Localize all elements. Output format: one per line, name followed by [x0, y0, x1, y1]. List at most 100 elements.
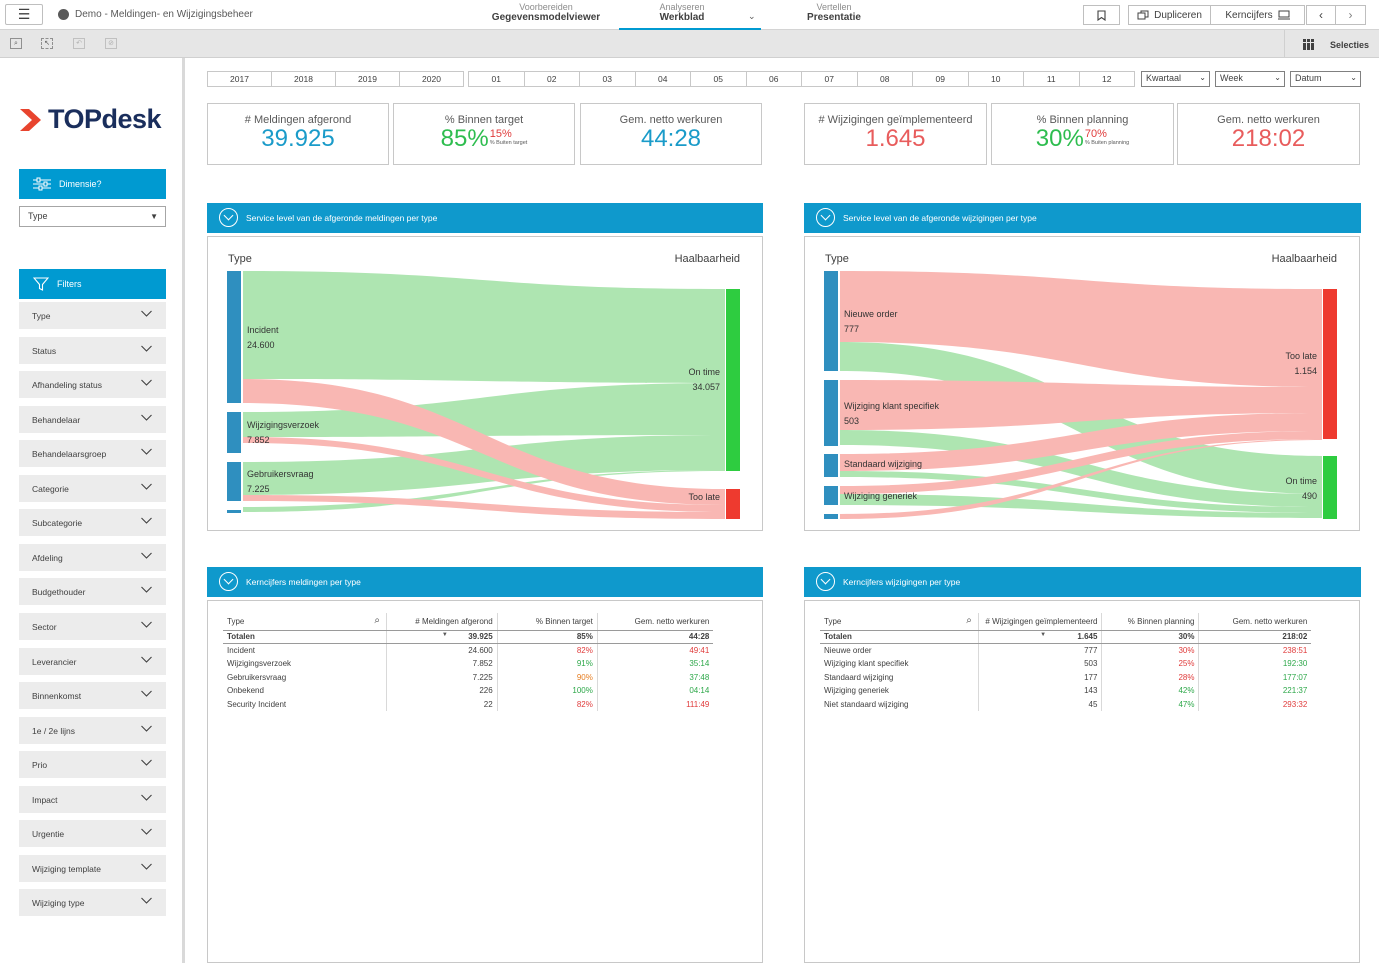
table-row[interactable]: Onbekend 226 100% 04:14 — [223, 684, 745, 698]
column-header[interactable]: % Binnen planning — [1101, 613, 1200, 631]
hamburger-menu-button[interactable]: ☰ — [5, 4, 43, 25]
filter-item[interactable]: Budgethouder — [19, 578, 166, 606]
year-cell[interactable]: 2018 — [271, 71, 336, 87]
column-header[interactable]: # Wijzigingen geïmplementeerd ▼ — [978, 613, 1103, 638]
table-row[interactable]: Wijziging klant specifiek 503 25% 192:30 — [820, 657, 1342, 671]
table-cell: 7.852 — [386, 657, 498, 671]
filter-item[interactable]: Impact — [19, 785, 166, 813]
month-cell[interactable]: 03 — [579, 71, 636, 87]
search-icon[interactable]: ⌕ — [374, 615, 380, 626]
filter-item[interactable]: Behandelaarsgroep — [19, 440, 166, 468]
table-cell: 22 — [386, 697, 498, 711]
sankey-meldingen-panel[interactable]: Type Haalbaarheid Incident 24.600 Wijzigi… — [207, 236, 763, 531]
filter-item[interactable]: Status — [19, 336, 166, 364]
kpi-card[interactable]: Gem. netto werkuren 218:02 — [1177, 103, 1360, 165]
month-cell[interactable]: 02 — [523, 71, 580, 87]
filter-item[interactable]: Wijziging type — [19, 889, 166, 917]
kpi-card[interactable]: Gem. netto werkuren 44:28 — [580, 103, 762, 165]
sankey-wijzigingen-header[interactable]: Service level van de afgeronde wijziging… — [804, 203, 1361, 233]
smart-search-icon[interactable]: ⌕ — [10, 38, 22, 49]
collapse-icon[interactable] — [816, 208, 835, 227]
kerncijfers-meldingen-table[interactable]: Type ⌕ # Meldingen afgerond ▼ % Binnen targe… — [223, 613, 745, 711]
month-cell[interactable]: 12 — [1078, 71, 1135, 87]
filter-item[interactable]: Leverancier — [19, 647, 166, 675]
filter-item[interactable]: Wijziging template — [19, 854, 166, 882]
month-cell[interactable]: 04 — [634, 71, 691, 87]
year-cell[interactable]: 2020 — [399, 71, 464, 87]
kerncijfers-wijzigingen-table[interactable]: Type ⌕ # Wijzigingen geïmplementeerd ▼ % Bin… — [820, 613, 1342, 711]
filter-item[interactable]: Type — [19, 302, 166, 329]
month-cell[interactable]: 11 — [1023, 71, 1080, 87]
chevron-down-icon[interactable]: ⌄ — [748, 11, 756, 21]
month-cell[interactable]: 01 — [468, 71, 525, 87]
month-cell[interactable]: 06 — [745, 71, 802, 87]
filter-item[interactable]: Afdeling — [19, 543, 166, 571]
filters-button[interactable]: Filters — [19, 269, 166, 299]
duplicate-button[interactable]: Dupliceren — [1128, 5, 1211, 25]
filter-item[interactable]: Prio — [19, 751, 166, 779]
filter-item[interactable]: Categorie — [19, 474, 166, 502]
kpi-card[interactable]: % Binnen planning 30% 70%% Buiten planning — [991, 103, 1174, 165]
table-row[interactable]: Security Incident 22 82% 111:49 — [223, 697, 745, 711]
collapse-icon[interactable] — [816, 572, 835, 591]
month-cell[interactable]: 08 — [856, 71, 913, 87]
sankey-meldingen-header[interactable]: Service level van de afgeronde meldingen… — [207, 203, 763, 233]
next-sheet-button[interactable]: › — [1335, 5, 1366, 25]
table-row[interactable]: Wijzigingsverzoek 7.852 91% 35:14 — [223, 657, 745, 671]
month-cell[interactable]: 09 — [912, 71, 969, 87]
kerncijfers-button[interactable]: Kerncijfers — [1210, 5, 1305, 25]
table-row[interactable]: Niet standaard wijziging 45 47% 293:32 — [820, 697, 1342, 711]
dimension-dropdown[interactable]: Type ▼ — [19, 206, 166, 227]
filter-item[interactable]: Subcategorie — [19, 509, 166, 537]
selection-lasso-icon[interactable]: ↖ — [41, 38, 53, 49]
month-cell[interactable]: 10 — [967, 71, 1024, 87]
dimension-button[interactable]: Dimensie? — [19, 169, 166, 199]
selections-panel-button[interactable]: Selecties — [1284, 30, 1379, 58]
table-row[interactable]: Nieuwe order 777 30% 238:51 — [820, 643, 1342, 657]
kpi-card[interactable]: # Wijzigingen geïmplementeerd 1.645 — [804, 103, 987, 165]
year-cell[interactable]: 2017 — [207, 71, 272, 87]
filter-item[interactable]: 1e / 2e lijns — [19, 716, 166, 744]
week-dropdown[interactable]: Week ⌄ — [1215, 71, 1285, 87]
table-row[interactable]: Wijziging generiek 143 42% 221:37 — [820, 684, 1342, 698]
date-dropdown[interactable]: Datum ⌄ — [1290, 71, 1361, 87]
quarter-dropdown[interactable]: Kwartaal ⌄ — [1141, 71, 1210, 87]
table-cell: 177 — [978, 670, 1103, 684]
filter-item[interactable]: Urgentie — [19, 820, 166, 848]
sankey-wijzigingen-panel[interactable]: Type Haalbaarheid Nieuwe order 777 Wijzig… — [804, 236, 1360, 531]
node-name: Too late — [1285, 351, 1317, 361]
kpi-card[interactable]: # Meldingen afgerond 39.925 — [207, 103, 389, 165]
table-row[interactable]: Standaard wijziging 177 28% 177:07 — [820, 670, 1342, 684]
clear-selections-icon[interactable]: ⊘ — [105, 38, 117, 49]
nav-tab-analyze[interactable]: Analyseren Werkblad — [619, 0, 761, 30]
nav-tab-narrate-label: Presentatie — [807, 12, 861, 23]
nav-tab-narrate[interactable]: Vertellen Presentatie — [775, 0, 893, 30]
filter-item[interactable]: Behandelaar — [19, 405, 166, 433]
nav-tab-prepare[interactable]: Voorbereiden Gegevensmodelviewer — [480, 0, 612, 30]
table-row[interactable]: Gebruikersvraag 7.225 90% 37:48 — [223, 670, 745, 684]
kpi-card[interactable]: % Binnen target 85% 15%% Buiten target — [393, 103, 575, 165]
filter-item[interactable]: Afhandeling status — [19, 371, 166, 399]
table-meldingen-header[interactable]: Kerncijfers meldingen per type — [207, 567, 763, 597]
table-row[interactable]: Incident 24.600 82% 49:41 — [223, 643, 745, 657]
year-cell[interactable]: 2019 — [335, 71, 400, 87]
bookmark-button[interactable] — [1083, 5, 1120, 25]
column-header[interactable]: Type ⌕ — [223, 613, 387, 631]
filter-item[interactable]: Binnenkomst — [19, 682, 166, 709]
column-header[interactable]: Gem. netto werkuren — [1198, 613, 1312, 631]
collapse-icon[interactable] — [219, 208, 238, 227]
table-wijzigingen-header[interactable]: Kerncijfers wijzigingen per type — [804, 567, 1361, 597]
collapse-icon[interactable] — [219, 572, 238, 591]
column-header[interactable]: Gem. netto werkuren — [597, 613, 714, 631]
previous-sheet-button[interactable]: ‹ — [1306, 5, 1336, 25]
month-cell[interactable]: 05 — [690, 71, 747, 87]
column-header[interactable]: # Meldingen afgerond ▼ — [386, 613, 498, 638]
column-header[interactable]: Type ⌕ — [820, 613, 979, 631]
step-back-icon[interactable]: ↶ — [73, 38, 85, 49]
month-cell[interactable]: 07 — [801, 71, 858, 87]
filter-item[interactable]: Sector — [19, 613, 166, 640]
filter-label: Budgethouder — [32, 587, 86, 598]
table-cell: 293:32 — [1282, 699, 1308, 709]
search-icon[interactable]: ⌕ — [966, 615, 972, 626]
column-header[interactable]: % Binnen target — [497, 613, 598, 631]
